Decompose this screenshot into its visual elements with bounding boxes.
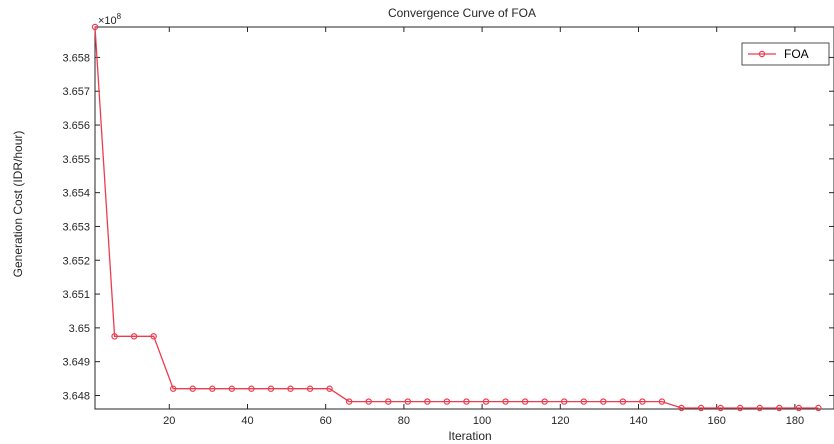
x-axis: 20 40 60 80 100 120 140 160 180 xyxy=(163,27,804,427)
series-layer xyxy=(91,23,822,412)
y-exponent-base: ×10 xyxy=(98,15,117,27)
x-tick-label: 180 xyxy=(786,415,804,427)
data-point xyxy=(639,398,646,405)
chart-title: Convergence Curve of FOA xyxy=(388,6,536,20)
data-point xyxy=(600,398,607,405)
data-point xyxy=(678,404,685,412)
y-tick-label: 3.658 xyxy=(62,52,90,64)
data-point xyxy=(209,385,216,392)
y-tick-label: 3.649 xyxy=(62,357,90,369)
data-point xyxy=(345,398,353,405)
legend: FOA xyxy=(741,42,830,66)
data-point xyxy=(521,398,529,405)
data-point xyxy=(189,385,196,392)
data-point xyxy=(658,398,666,405)
data-point xyxy=(385,398,392,405)
data-point xyxy=(502,398,509,405)
data-point xyxy=(541,398,548,405)
y-tick-label: 3.655 xyxy=(62,154,90,166)
data-point xyxy=(306,385,314,392)
data-point xyxy=(463,398,470,405)
series-line-foa xyxy=(94,26,819,409)
y-axis: 3.648 3.649 3.65 3.651 3.652 3.653 3.654 3.655 3… xyxy=(62,52,834,402)
y-tick-label: 3.652 xyxy=(62,255,90,267)
y-tick-label: 3.65 xyxy=(69,323,90,335)
legend-label-foa: FOA xyxy=(784,47,809,61)
x-tick-label: 40 xyxy=(241,415,253,427)
y-exponent-power: 8 xyxy=(117,12,122,21)
data-point xyxy=(717,404,724,412)
data-point xyxy=(443,398,451,405)
data-point xyxy=(111,333,118,340)
y-tick-label: 3.653 xyxy=(62,221,90,233)
data-point xyxy=(150,333,157,340)
x-tick-label: 60 xyxy=(320,415,332,427)
y-tick-label: 3.657 xyxy=(62,86,90,98)
x-tick-label: 20 xyxy=(163,415,175,427)
x-tick-label: 100 xyxy=(473,415,491,427)
data-point xyxy=(170,385,177,392)
data-point xyxy=(267,385,275,392)
y-tick-label: 3.651 xyxy=(62,289,90,301)
y-tick-label: 3.648 xyxy=(62,390,90,402)
data-point xyxy=(248,385,255,392)
plot-area xyxy=(94,26,834,410)
data-point xyxy=(424,398,431,405)
data-point xyxy=(815,404,822,412)
x-tick-label: 160 xyxy=(708,415,726,427)
y-axis-exponent: ×108 xyxy=(98,12,122,27)
data-point xyxy=(287,385,294,392)
data-point xyxy=(365,398,372,405)
data-point xyxy=(326,385,333,392)
data-point xyxy=(697,404,705,412)
data-point xyxy=(580,398,587,405)
y-tick-label: 3.654 xyxy=(62,188,90,200)
data-point xyxy=(756,404,763,412)
x-axis-title: Iteration xyxy=(448,429,491,443)
data-point xyxy=(795,404,803,412)
data-point xyxy=(776,404,783,412)
data-point xyxy=(130,333,138,340)
data-point xyxy=(404,398,412,405)
data-point xyxy=(91,23,99,31)
data-point xyxy=(619,398,627,405)
x-tick-label: 140 xyxy=(629,415,647,427)
data-point xyxy=(561,398,568,405)
x-tick-label: 80 xyxy=(398,415,410,427)
y-tick-label: 3.656 xyxy=(62,120,90,132)
y-axis-title: Generation Cost (IDR/hour) xyxy=(11,131,25,278)
data-point xyxy=(482,398,490,405)
data-point xyxy=(736,404,744,412)
legend-marker xyxy=(758,50,766,58)
data-point xyxy=(228,385,236,392)
legend-box xyxy=(741,42,830,66)
x-tick-label: 120 xyxy=(551,415,569,427)
